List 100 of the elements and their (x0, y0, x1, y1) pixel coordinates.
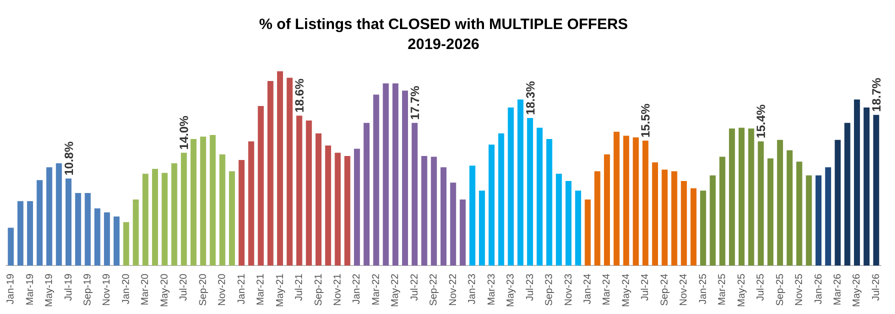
x-tick-label: Jan-22 (352, 273, 363, 304)
bar (844, 122, 850, 266)
bar (873, 114, 880, 266)
bar (700, 190, 706, 266)
x-tick-label: Nov-19 (102, 273, 113, 306)
data-label: 17.7% (408, 86, 422, 120)
x-tick-label: Sep-20 (198, 273, 209, 306)
x-tick-label: Jul-19 (63, 273, 74, 301)
bar (478, 190, 485, 266)
bar (690, 188, 696, 266)
bar (719, 156, 726, 266)
bar (767, 158, 774, 266)
x-tick-label: Nov-21 (332, 273, 344, 306)
x-tick-label: May-24 (620, 273, 632, 308)
bar (228, 171, 235, 266)
bar (104, 212, 110, 266)
bar (344, 156, 350, 266)
bar (854, 99, 860, 266)
bar (469, 166, 476, 266)
x-tick-label: Sep-22 (428, 273, 440, 306)
bar (680, 180, 687, 266)
bar (248, 141, 254, 266)
bar (556, 174, 562, 266)
chart-subtitle: 2019-2026 (408, 36, 480, 54)
x-tick-label: Jul-24 (640, 273, 652, 301)
x-tick-label: Jan-20 (120, 273, 132, 304)
x-tick-label: Jul-20 (178, 273, 190, 301)
bar (796, 162, 802, 266)
x-tick-label: Nov-24 (678, 273, 690, 306)
bar (66, 178, 72, 266)
bar (527, 118, 534, 266)
bar (142, 174, 148, 266)
bar (286, 78, 293, 266)
x-tick-label: Mar-20 (140, 273, 152, 306)
bar (864, 108, 870, 266)
bar (354, 148, 360, 266)
x-tick-label: Mar-25 (717, 273, 728, 306)
data-label: 14.0% (177, 115, 192, 150)
bar (277, 71, 284, 266)
bar (632, 137, 639, 266)
bar (498, 133, 504, 266)
bar (517, 99, 524, 266)
x-tick-label: Jul-21 (294, 273, 306, 301)
bar (450, 182, 456, 266)
bar (786, 150, 793, 266)
data-label: 18.7% (870, 77, 884, 112)
bar (36, 180, 43, 266)
bar (460, 200, 466, 266)
x-tick-label: Mar-19 (24, 273, 36, 306)
x-tick-label: Mar-21 (256, 273, 267, 306)
bar (171, 163, 178, 266)
bar (777, 140, 784, 266)
x-tick-label: Sep-24 (659, 273, 670, 306)
data-label: 18.3% (523, 80, 538, 116)
bar (662, 170, 668, 266)
bar (162, 172, 168, 266)
bar (238, 160, 245, 266)
bar (373, 94, 380, 266)
bar (75, 193, 82, 266)
bar (546, 139, 552, 266)
bar (623, 136, 630, 266)
x-tick-label: Jan-21 (236, 273, 248, 304)
bar (566, 180, 572, 266)
bar (27, 201, 34, 266)
bar (210, 134, 216, 266)
bar (575, 190, 582, 266)
x-tick-label: Jan-25 (698, 273, 709, 304)
x-tick-label: Mar-23 (486, 273, 498, 306)
bar (334, 152, 341, 266)
bar (421, 156, 428, 266)
x-tick-label: Sep-25 (774, 273, 786, 306)
bar (316, 133, 322, 266)
x-tick-label: May-20 (159, 273, 170, 308)
x-tick-label: Sep-21 (313, 273, 324, 306)
bar (46, 167, 52, 266)
bar (17, 201, 24, 266)
x-tick-label: Nov-20 (217, 273, 228, 306)
x-tick-label: Nov-25 (794, 273, 806, 306)
bar (488, 144, 495, 266)
bar (430, 156, 437, 266)
bar (728, 128, 735, 266)
x-tick-label: Mar-22 (370, 273, 382, 306)
x-tick-label: Jul-23 (524, 273, 536, 301)
bar (123, 222, 130, 266)
bar (738, 128, 745, 266)
bar (258, 106, 264, 266)
bar (382, 83, 389, 266)
bar (402, 90, 408, 266)
bar (536, 128, 543, 266)
bar (200, 136, 206, 266)
chart-title: % of Listings that CLOSED with MULTIPLE OFFERS (259, 16, 628, 34)
bar (94, 208, 100, 266)
bar (652, 162, 658, 266)
bar (508, 108, 514, 266)
x-tick-label: Mar-24 (602, 273, 613, 306)
bar (710, 175, 716, 266)
data-label: 10.8% (62, 141, 76, 176)
x-tick-label: Mar-26 (832, 273, 844, 306)
x-tick-label: Nov-23 (563, 273, 574, 306)
x-tick-label: May-23 (506, 273, 517, 308)
